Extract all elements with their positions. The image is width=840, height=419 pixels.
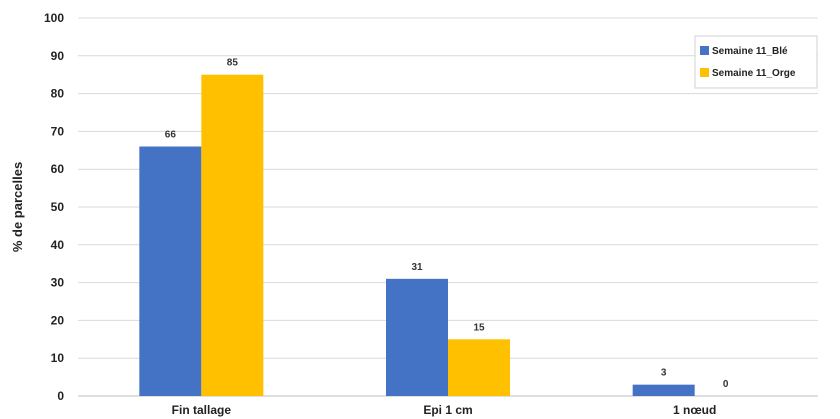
y-tick-label: 0 [57, 389, 64, 403]
x-axis-categories: Fin tallage Epi 1 cm 1 nœud [172, 403, 717, 417]
bar [448, 339, 510, 396]
legend-swatch-ble [700, 46, 709, 55]
x-category-label: Fin tallage [172, 403, 232, 417]
legend-label-ble: Semaine 11_Blé [712, 46, 788, 57]
legend: Semaine 11_Blé Semaine 11_Orge [694, 35, 818, 89]
y-tick-label: 60 [51, 162, 65, 176]
data-label: 0 [723, 379, 729, 390]
data-labels: 66 85 31 15 3 0 [165, 58, 729, 390]
y-tick-label: 90 [51, 49, 65, 63]
data-label: 15 [473, 322, 485, 333]
y-tick-label: 100 [44, 11, 64, 25]
data-label: 66 [165, 130, 177, 141]
bar [139, 146, 202, 396]
data-label: 85 [227, 58, 239, 69]
legend-swatch-orge [700, 68, 709, 77]
x-category-label: 1 nœud [673, 403, 716, 417]
data-label: 3 [661, 368, 667, 379]
y-tick-label: 40 [51, 238, 65, 252]
legend-box [694, 35, 818, 89]
bar [201, 74, 264, 396]
y-axis-ticks: 0 10 20 30 40 50 60 70 80 90 100 [44, 11, 64, 403]
y-axis-label: % de parcelles [10, 162, 25, 252]
y-tick-label: 80 [51, 87, 65, 101]
y-tick-label: 50 [51, 200, 65, 214]
bar [386, 278, 448, 396]
bar [632, 384, 695, 396]
y-tick-label: 10 [51, 351, 65, 365]
data-label: 31 [411, 262, 423, 273]
y-tick-label: 70 [51, 124, 65, 138]
y-tick-label: 20 [51, 313, 65, 327]
y-tick-label: 30 [51, 276, 65, 290]
bars [139, 74, 695, 396]
x-category-label: Epi 1 cm [423, 403, 472, 417]
legend-label-orge: Semaine 11_Orge [712, 68, 796, 79]
